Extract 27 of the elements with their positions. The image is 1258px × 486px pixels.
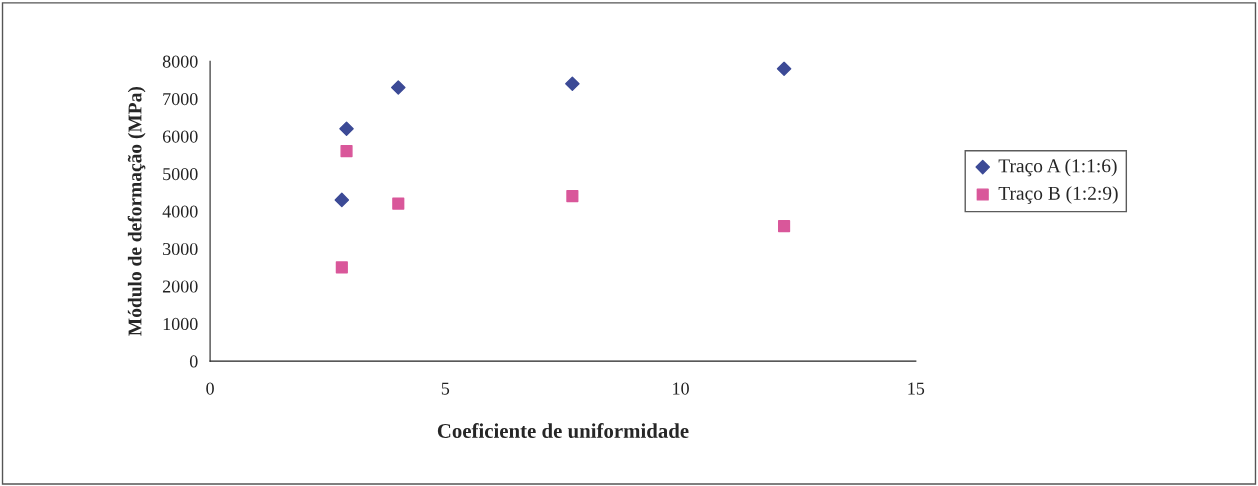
point (776, 61, 792, 77)
point (778, 220, 791, 233)
x-tick-label: 10 (673, 382, 689, 395)
y-tick-label: 1000 (163, 317, 198, 331)
x-axis-title: Coeficiente de uniformidade (437, 423, 689, 439)
legend-label: Traço A (1:1:6) (998, 158, 1117, 177)
y-tick-label: 0 (189, 355, 198, 368)
y-tick-label: 7000 (163, 92, 198, 106)
y-tick-label: 4000 (162, 205, 198, 218)
point (334, 192, 350, 208)
point (565, 76, 580, 92)
y-tick-label: 6000 (162, 130, 198, 143)
point (566, 190, 579, 203)
x-tick-label: 5 (441, 382, 450, 395)
x-tick-label: 15 (908, 382, 925, 395)
y-tick-label: 8000 (162, 55, 198, 68)
point (340, 145, 353, 158)
point (339, 121, 354, 136)
x-tick-label: 0 (206, 382, 214, 395)
legend-label: Traço B (1:2:9) (998, 186, 1118, 204)
y-tick-label: 3000 (163, 242, 198, 256)
y-tick-label: 5000 (163, 167, 198, 181)
y-axis-title: Módulo de deformação (MPa) (127, 87, 146, 336)
point (392, 197, 405, 210)
y-tick-label: 2000 (162, 280, 198, 293)
point (335, 261, 348, 274)
point (391, 80, 406, 95)
